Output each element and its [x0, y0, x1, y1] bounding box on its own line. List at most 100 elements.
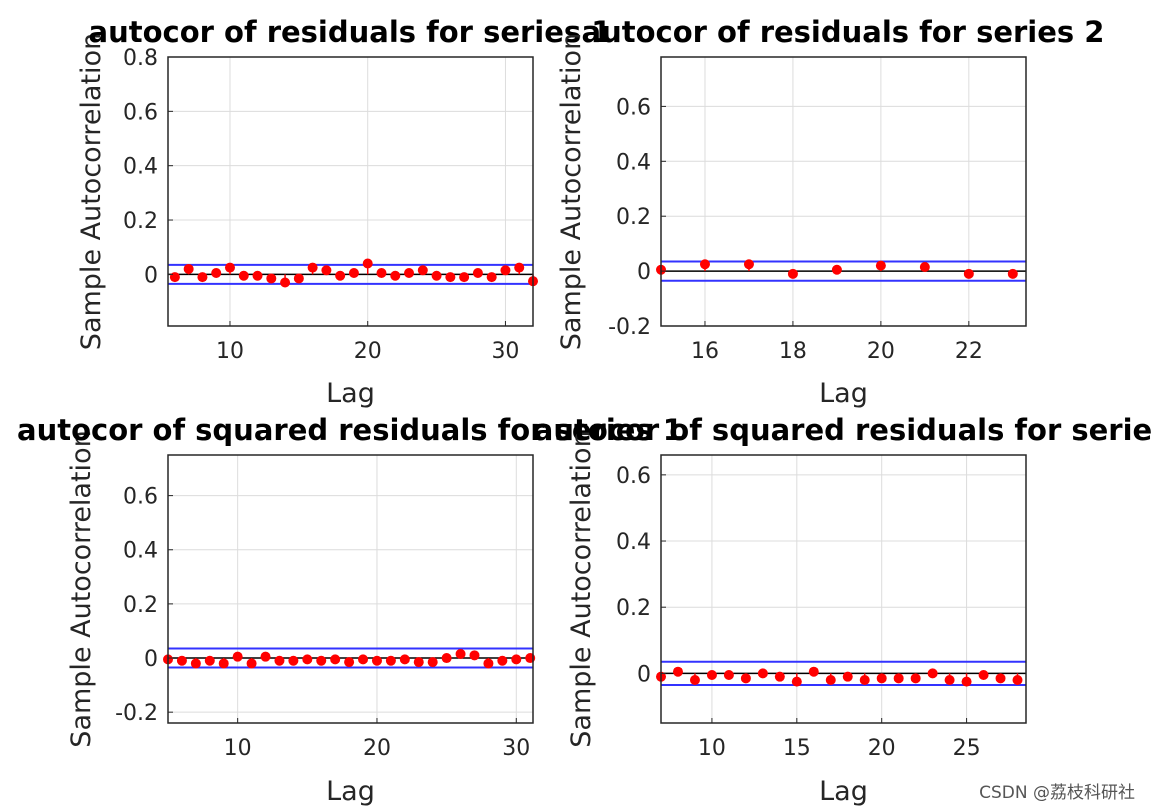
acf-point	[427, 657, 438, 668]
acf-point	[371, 655, 382, 666]
acf-point	[740, 673, 751, 684]
x-tick-label: 10	[698, 736, 726, 761]
x-tick-label: 20	[867, 339, 895, 364]
acf-point	[497, 655, 508, 666]
acf-point	[445, 272, 456, 283]
chart-title: autocor of residuals for series 1	[89, 15, 612, 49]
acf-point	[307, 262, 318, 273]
x-tick-label: 25	[953, 736, 981, 761]
acf-point	[511, 654, 522, 665]
plot-area	[168, 57, 533, 326]
acf-point	[859, 674, 870, 685]
acf-point	[238, 270, 249, 281]
acf-point	[978, 670, 989, 681]
acf-point	[875, 260, 886, 271]
chart-title: autocor of squared residuals for serie	[534, 413, 1151, 447]
x-tick-label: 16	[691, 339, 719, 364]
x-tick-label: 22	[955, 339, 983, 364]
y-tick-label: 0.6	[123, 485, 158, 510]
acf-point	[204, 655, 215, 666]
subplot-series2-squared-residuals: 10 15 20 25 0 0.2 0.4 0.6 Lag Sample Autocorrelat…	[534, 413, 1151, 807]
y-tick-label: 0.4	[616, 150, 651, 175]
acf-point	[190, 658, 201, 669]
x-tick-label: 15	[783, 736, 811, 761]
acf-point	[472, 268, 483, 279]
acf-point	[252, 270, 263, 281]
acf-point	[224, 262, 235, 273]
y-tick-label: 0.4	[123, 539, 158, 564]
acf-point	[413, 657, 424, 668]
axes-box	[660, 56, 1027, 327]
acf-point	[500, 265, 511, 276]
acf-point	[963, 268, 974, 279]
acf-point	[211, 268, 222, 279]
acf-point	[842, 671, 853, 682]
y-tick-label: 0.6	[616, 95, 651, 120]
subplot-series1-squared-residuals: 10 20 30 -0.2 0 0.2 0.4 0.6 Lag Sample Autocorrel…	[17, 413, 683, 807]
y-tick-label: 0	[637, 662, 651, 687]
y-tick-label: 0.2	[123, 593, 158, 618]
acf-point	[330, 654, 341, 665]
acf-point	[176, 655, 187, 666]
acf-point	[302, 654, 313, 665]
y-tick-label: 0.6	[616, 464, 651, 489]
acf-point	[232, 651, 243, 662]
acf-point	[246, 658, 257, 669]
acf-point	[723, 670, 734, 681]
acf-point	[757, 668, 768, 679]
y-axis-label: Sample Autocorrelation	[76, 33, 107, 350]
acf-point	[1007, 268, 1018, 279]
acf-point	[321, 265, 332, 276]
acf-point	[689, 674, 700, 685]
y-tick-label: -0.2	[608, 315, 651, 340]
plot-area	[168, 455, 533, 723]
acf-point	[316, 655, 327, 666]
acf-point	[961, 676, 972, 687]
x-tick-label: 10	[216, 339, 244, 364]
acf-point	[787, 268, 798, 279]
y-axis-label: Sample Autocorrelation	[556, 33, 587, 350]
acf-point	[910, 673, 921, 684]
acf-point	[288, 655, 299, 666]
acf-point	[808, 666, 819, 677]
acf-point	[927, 668, 938, 679]
acf-point	[404, 268, 415, 279]
y-axis-label: Sample Autocorrelation	[66, 430, 97, 747]
y-tick-label: 0	[637, 260, 651, 285]
acf-point	[919, 261, 930, 272]
x-tick-label: 20	[363, 736, 391, 761]
acf-point	[362, 258, 373, 269]
subplot-series2-residuals: 16 18 20 22 -0.2 0 0.2 0.4 0.6 Lag Sample Autocorr…	[556, 15, 1104, 409]
y-tick-label: -0.2	[115, 701, 158, 726]
acf-point	[706, 670, 717, 681]
acf-point	[260, 651, 271, 662]
plot-area	[661, 57, 1026, 326]
y-tick-label: 0.8	[123, 46, 158, 71]
acf-point	[280, 277, 291, 288]
acf-point	[876, 673, 887, 684]
acf-point	[183, 263, 194, 274]
y-tick-label: 0.2	[616, 596, 651, 621]
acf-point	[385, 655, 396, 666]
axes-box	[167, 454, 534, 724]
acf-point	[699, 259, 710, 270]
acf-point	[514, 262, 525, 273]
acf-point	[944, 674, 955, 685]
x-tick-label: 20	[868, 736, 896, 761]
acf-point	[672, 666, 683, 677]
acf-point	[831, 264, 842, 275]
y-tick-label: 0.6	[123, 100, 158, 125]
chart-title: autocor of residuals for series 2	[582, 15, 1105, 49]
x-tick-label: 18	[779, 339, 807, 364]
acf-point	[218, 658, 229, 669]
acf-point	[483, 658, 494, 669]
acf-point	[266, 273, 277, 284]
acf-point	[274, 655, 285, 666]
acf-point	[486, 272, 497, 283]
x-axis-label: Lag	[819, 378, 868, 409]
x-tick-label: 20	[354, 339, 382, 364]
acf-point	[743, 259, 754, 270]
acf-point	[376, 268, 387, 279]
acf-point	[390, 270, 401, 281]
